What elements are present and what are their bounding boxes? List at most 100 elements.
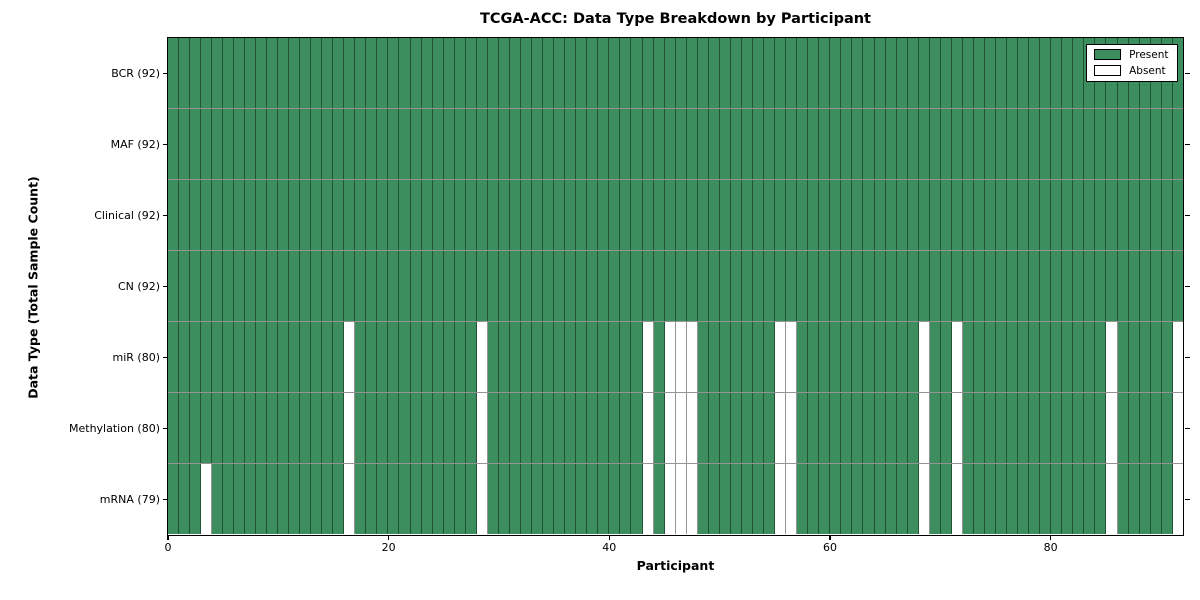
heatmap-cell [631, 250, 643, 322]
heatmap-cell [1007, 322, 1019, 393]
heatmap-cell [609, 179, 621, 250]
plot-area: Present Absent [166, 36, 1184, 536]
heatmap-cell [465, 108, 477, 179]
heatmap-cell [1007, 179, 1019, 250]
heatmap-cell [476, 250, 488, 322]
heatmap-cell [421, 393, 433, 464]
heatmap-cell [366, 393, 378, 464]
heatmap-cell [719, 393, 731, 464]
heatmap-cell [576, 464, 588, 535]
heatmap-cell [907, 393, 919, 464]
heatmap-cell [1062, 322, 1074, 393]
heatmap-cell [1150, 179, 1162, 250]
heatmap-cell [609, 250, 621, 322]
heatmap-cell [642, 108, 654, 179]
heatmap-cell [808, 393, 820, 464]
heatmap-cell [664, 464, 676, 535]
legend-label-absent: Absent [1129, 64, 1166, 77]
heatmap-cell [277, 179, 290, 250]
heatmap-cell [907, 464, 919, 535]
heatmap-cell [940, 179, 952, 250]
heatmap-cell [962, 322, 974, 393]
x-tick-label: 80 [1043, 541, 1058, 554]
heatmap-cell [996, 322, 1008, 393]
heatmap-cell [333, 464, 345, 535]
heatmap-cell [576, 393, 588, 464]
heatmap-cell [730, 393, 742, 464]
heatmap-cell [233, 464, 245, 535]
heatmap-cell [255, 250, 267, 322]
heatmap-cell [874, 322, 886, 393]
x-tick-mark [1049, 535, 1052, 540]
heatmap-cell [752, 37, 765, 108]
heatmap-cell [300, 250, 312, 322]
heatmap-cell [697, 37, 709, 108]
heatmap-cell [1161, 322, 1173, 393]
heatmap-cell [940, 393, 952, 464]
heatmap-cell [940, 464, 952, 535]
heatmap-cell [311, 179, 323, 250]
heatmap-cell [631, 322, 643, 393]
heatmap-cell [775, 393, 787, 464]
heatmap-cell [521, 250, 533, 322]
y-tick-label: CN (92) [118, 279, 160, 293]
y-tick-mark [1184, 356, 1190, 359]
heatmap-cell [311, 250, 323, 322]
heatmap-cell [1051, 250, 1063, 322]
heatmap-cell [984, 393, 997, 464]
heatmap-cell [322, 250, 334, 322]
heatmap-cell [642, 37, 654, 108]
heatmap-cell [189, 250, 201, 322]
heatmap-cell [189, 179, 201, 250]
heatmap-cell [178, 250, 190, 322]
heatmap-cell [852, 37, 864, 108]
heatmap-cell [708, 179, 720, 250]
heatmap-cell [620, 322, 632, 393]
heatmap-cell [355, 464, 367, 535]
heatmap-cell [841, 464, 853, 535]
heatmap-cell [1007, 108, 1019, 179]
heatmap-cell [631, 464, 643, 535]
heatmap-cell [200, 108, 212, 179]
heatmap-cell [874, 179, 886, 250]
heatmap-cell [1139, 179, 1151, 250]
heatmap-row [167, 108, 1183, 180]
heatmap-cell [167, 37, 179, 108]
y-tick-mark [163, 72, 168, 75]
heatmap-cell [786, 464, 798, 535]
heatmap-cell [642, 322, 654, 393]
heatmap-cell [255, 393, 267, 464]
heatmap-cell [344, 108, 356, 179]
heatmap-cell [311, 322, 323, 393]
x-tick-label: 60 [822, 541, 837, 554]
heatmap-cell [620, 108, 632, 179]
heatmap-cell [211, 393, 223, 464]
heatmap-cell [1029, 322, 1041, 393]
chart-title: TCGA-ACC: Data Type Breakdown by Partici… [479, 11, 871, 27]
heatmap-cell [752, 393, 765, 464]
heatmap-cell [1040, 108, 1052, 179]
heatmap-cell [929, 393, 941, 464]
y-tick-label: MAF (92) [110, 137, 160, 151]
heatmap-cell [587, 37, 599, 108]
heatmap-row [167, 250, 1183, 323]
y-tick-mark [163, 356, 168, 359]
heatmap-cell [962, 37, 974, 108]
heatmap-cell [797, 250, 809, 322]
heatmap-cell [962, 179, 974, 250]
heatmap-cell [973, 250, 985, 322]
heatmap-cell [443, 393, 455, 464]
heatmap-cell [852, 393, 864, 464]
heatmap-cell [775, 322, 787, 393]
y-tick-label: Methylation (80) [69, 421, 160, 435]
heatmap-cell [355, 393, 367, 464]
y-axis-label: Data Type (Total Sample Count) [25, 176, 41, 399]
heatmap-cell [587, 250, 599, 322]
heatmap-cell [1051, 393, 1063, 464]
heatmap-cell [962, 393, 974, 464]
heatmap-cell [1007, 250, 1019, 322]
y-tick-mark [1184, 427, 1190, 430]
y-tick-mark [163, 285, 168, 288]
heatmap-cell [642, 250, 654, 322]
x-tick-mark [167, 535, 169, 540]
